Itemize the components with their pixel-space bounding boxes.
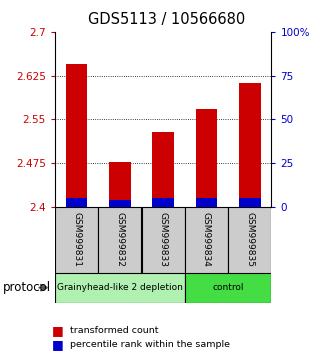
- Text: GSM999834: GSM999834: [202, 212, 211, 267]
- Text: transformed count: transformed count: [70, 326, 159, 336]
- Bar: [142, 207, 185, 273]
- Bar: [196, 198, 217, 207]
- Text: GSM999832: GSM999832: [115, 212, 125, 267]
- Text: GSM999831: GSM999831: [72, 212, 81, 267]
- Bar: [55, 273, 185, 303]
- Text: percentile rank within the sample: percentile rank within the sample: [70, 339, 230, 349]
- Bar: [55, 207, 98, 273]
- Bar: [109, 161, 131, 207]
- Bar: [153, 198, 174, 207]
- Bar: [185, 207, 228, 273]
- Bar: [66, 198, 87, 207]
- Bar: [196, 109, 217, 207]
- Text: ■: ■: [52, 325, 63, 337]
- Bar: [239, 198, 261, 207]
- Bar: [228, 207, 271, 273]
- Bar: [185, 273, 271, 303]
- Text: GSM999833: GSM999833: [159, 212, 168, 267]
- Text: ■: ■: [52, 338, 63, 350]
- Text: control: control: [212, 283, 244, 292]
- Bar: [66, 64, 87, 207]
- Text: Grainyhead-like 2 depletion: Grainyhead-like 2 depletion: [57, 283, 183, 292]
- Text: protocol: protocol: [3, 281, 52, 294]
- Bar: [98, 207, 142, 273]
- Bar: [239, 83, 261, 207]
- Bar: [109, 200, 131, 207]
- Bar: [153, 132, 174, 207]
- Text: GSM999835: GSM999835: [245, 212, 254, 267]
- Text: GDS5113 / 10566680: GDS5113 / 10566680: [88, 12, 245, 27]
